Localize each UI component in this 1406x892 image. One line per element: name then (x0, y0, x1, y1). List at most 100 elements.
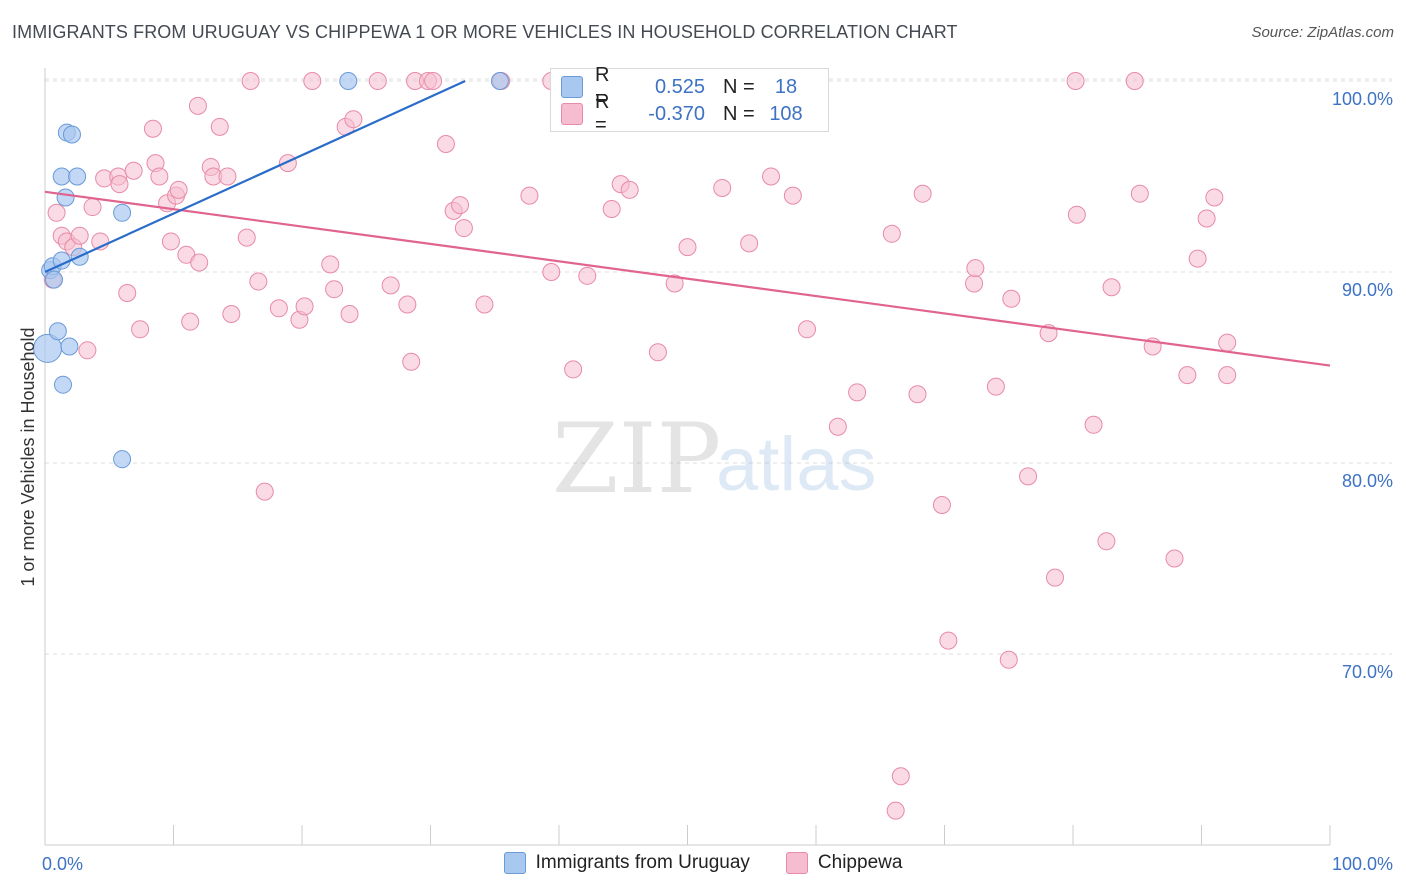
bottom-legend-label-chippewa: Chippewa (817, 852, 903, 873)
data-point-chippewa (368, 72, 387, 90)
legend-n-label: N = (723, 102, 755, 125)
data-point-chippewa (218, 167, 237, 186)
legend-row-uruguay: R = 0.525 N = 18 (561, 64, 811, 109)
series-uruguay (33, 72, 509, 469)
data-point-chippewa (190, 253, 209, 272)
bottom-legend-label-uruguay: Immigrants from Uruguay (535, 852, 750, 873)
data-point-chippewa (150, 167, 169, 186)
data-point-chippewa (169, 180, 188, 199)
data-point-chippewa (939, 631, 958, 650)
data-point-chippewa (321, 255, 340, 274)
data-point-chippewa (118, 284, 137, 303)
data-point-chippewa (798, 320, 817, 339)
grid-lines (45, 78, 1392, 655)
data-point-chippewa (665, 274, 684, 293)
data-point-chippewa (249, 272, 268, 291)
data-point-chippewa (1165, 549, 1184, 568)
bottom-legend-item-uruguay: Immigrants from Uruguay (503, 852, 750, 874)
data-point-chippewa (303, 72, 322, 90)
legend-r-value: 0.525 (654, 75, 705, 98)
watermark-atlas: atlas (716, 422, 877, 507)
data-point-chippewa (402, 352, 421, 371)
data-point-chippewa (131, 320, 150, 339)
data-point-uruguay (490, 72, 509, 90)
data-point-chippewa (188, 96, 207, 115)
data-point-chippewa (932, 496, 951, 515)
data-point-chippewa (848, 383, 867, 402)
data-point-chippewa (1130, 184, 1149, 203)
data-point-uruguay (60, 337, 79, 356)
legend-r-value: -0.370 (648, 102, 705, 125)
data-point-chippewa (1218, 333, 1237, 352)
data-point-chippewa (436, 135, 455, 154)
source-label: Source: ZipAtlas.com (1251, 24, 1394, 41)
data-point-chippewa (740, 234, 759, 253)
trend-line-uruguay (44, 79, 466, 274)
data-point-chippewa (678, 238, 697, 257)
data-point-uruguay (52, 167, 71, 186)
data-point-chippewa (475, 295, 494, 314)
data-point-uruguay (44, 270, 63, 289)
data-point-uruguay (62, 125, 81, 144)
data-point-chippewa (269, 299, 288, 318)
data-point-chippewa (986, 377, 1005, 396)
bottom-legend-swatch-chippewa (785, 852, 808, 874)
data-point-chippewa (110, 175, 129, 194)
data-point-chippewa (542, 263, 561, 281)
legend-r-label: R = (595, 64, 610, 109)
data-point-chippewa (1097, 532, 1116, 551)
data-point-chippewa (602, 199, 621, 218)
data-point-chippewa (966, 259, 985, 278)
legend-box: R = 0.525 N = 18 R = -0.370 N = 108 (550, 64, 829, 136)
bottom-legend-item-chippewa: Chippewa (785, 852, 903, 874)
data-point-chippewa (222, 305, 241, 324)
bottom-legend-swatch-uruguay (503, 852, 526, 874)
data-point-chippewa (70, 226, 89, 245)
data-point-chippewa (295, 297, 314, 316)
trend-line-chippewa (44, 190, 1331, 367)
axes (44, 68, 1331, 846)
y-tick-label: 100.0% (1332, 89, 1393, 109)
legend-n-label: N = (723, 75, 755, 98)
data-point-chippewa (398, 295, 417, 314)
legend-swatch-chippewa (561, 103, 583, 125)
data-point-chippewa (210, 117, 229, 136)
data-point-chippewa (913, 184, 932, 203)
x-tick-label-min: 0.0% (42, 854, 83, 874)
data-point-chippewa (1019, 467, 1038, 486)
data-point-chippewa (161, 232, 180, 251)
data-point-chippewa (1084, 415, 1103, 434)
legend-swatch-uruguay (561, 76, 583, 98)
data-point-chippewa (325, 280, 344, 299)
data-point-chippewa (1067, 205, 1086, 224)
data-point-chippewa (241, 72, 260, 90)
legend-r-label: R = (595, 91, 610, 136)
data-point-chippewa (340, 305, 359, 324)
data-point-uruguay (339, 72, 358, 90)
data-point-chippewa (47, 203, 66, 222)
data-point-uruguay (113, 203, 132, 222)
data-point-chippewa (1102, 278, 1121, 297)
data-point-chippewa (1046, 568, 1065, 587)
data-point-chippewa (424, 72, 443, 90)
data-point-chippewa (1188, 249, 1207, 268)
data-point-chippewa (999, 650, 1018, 669)
data-point-uruguay (113, 450, 132, 469)
data-point-uruguay (68, 167, 87, 186)
data-point-chippewa (620, 180, 639, 199)
y-tick-label: 70.0% (1342, 662, 1393, 682)
watermark: ZIP atlas (552, 403, 877, 515)
legend-row-chippewa: R = -0.370 N = 108 (561, 91, 811, 136)
data-point-chippewa (237, 228, 256, 247)
data-point-chippewa (713, 178, 732, 197)
y-tick-label: 90.0% (1342, 280, 1393, 300)
data-point-chippewa (1197, 209, 1216, 228)
data-point-chippewa (783, 186, 802, 205)
bottom-legend: Immigrants from Uruguay Chippewa (0, 852, 1406, 874)
watermark-zip: ZIP (552, 403, 721, 515)
data-point-chippewa (181, 312, 200, 331)
data-point-chippewa (578, 266, 597, 285)
data-point-uruguay (53, 375, 72, 394)
trend-lines (44, 79, 1331, 367)
